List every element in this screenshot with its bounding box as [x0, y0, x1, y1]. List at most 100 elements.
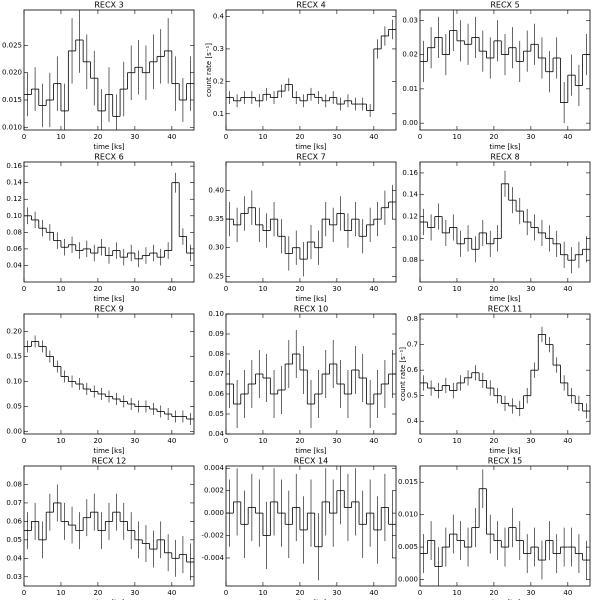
- plot-area: [24, 484, 194, 581]
- y-tick-label: 0.04: [6, 554, 22, 562]
- y-tick-label: 0.005: [398, 543, 418, 551]
- frame: [23, 9, 195, 131]
- x-tick-label: 40: [369, 589, 378, 597]
- y-tick-label: 0.015: [2, 96, 22, 104]
- x-tick-label: 30: [526, 589, 535, 597]
- y-tick-label: 0.010: [2, 123, 22, 131]
- y-tick-label: 0.14: [6, 179, 22, 187]
- y-tick-label: 0.025: [2, 41, 22, 49]
- y-tick-label: 0.05: [6, 536, 22, 544]
- x-tick-label: 10: [258, 285, 267, 293]
- y-axis-label: count rate [s⁻¹]: [399, 347, 407, 401]
- x-tick-label: 0: [418, 285, 422, 293]
- x-tick-label: 0: [224, 589, 228, 597]
- x-tick-label: 10: [452, 437, 461, 445]
- x-tick-label: 20: [93, 589, 102, 597]
- y-tick-label: 0.015: [398, 478, 418, 486]
- frame: [225, 313, 397, 435]
- x-tick-label: 40: [563, 133, 572, 141]
- plot-area: [24, 335, 194, 425]
- panel: RECX 12time [ks]0102030400.030.040.050.0…: [6, 457, 195, 600]
- x-tick-label: 10: [452, 589, 461, 597]
- y-tick-label: 0.1: [213, 110, 224, 118]
- y-tick-label: 0.10: [6, 212, 22, 220]
- y-tick-label: 0.06: [208, 390, 224, 398]
- x-tick-label: 30: [130, 437, 139, 445]
- x-axis-label: time [ks]: [93, 295, 124, 303]
- x-tick-label: 10: [452, 133, 461, 141]
- x-tick-label: 20: [489, 437, 498, 445]
- y-tick-label: 0.20: [6, 328, 22, 336]
- frame: [225, 465, 397, 587]
- x-tick-label: 40: [563, 589, 572, 597]
- y-tick-label: 0.08: [6, 480, 22, 488]
- x-axis-label: time [ks]: [489, 295, 520, 303]
- y-tick-label: 0.10: [208, 310, 224, 318]
- panel-title: RECX 8: [490, 153, 519, 162]
- x-tick-label: 20: [489, 133, 498, 141]
- x-tick-label: 0: [22, 285, 26, 293]
- y-tick-label: 0.08: [208, 350, 224, 358]
- y-tick-label: 0.6: [407, 366, 419, 374]
- y-tick-label: 0.06: [6, 245, 22, 253]
- x-axis-label: time [ks]: [295, 295, 326, 303]
- x-tick-label: 30: [526, 285, 535, 293]
- x-tick-label: 30: [332, 589, 341, 597]
- x-tick-label: 30: [526, 133, 535, 141]
- y-tick-label: 0.4: [213, 12, 225, 20]
- y-tick-label: 0.010: [398, 511, 418, 519]
- plot-area: [226, 466, 396, 581]
- x-tick-label: 0: [224, 285, 228, 293]
- x-tick-label: 40: [369, 285, 378, 293]
- panel: RECX 9 time [ks] 0 10 20 30 40 0.00 0.05 0.10 0.15…: [6, 305, 195, 455]
- x-tick-label: 10: [56, 133, 65, 141]
- panel: RECX 4 time [ks] count rate [s⁻¹] 0 10 20 30 40…: [205, 1, 397, 151]
- y-tick-label: -0.002: [201, 532, 224, 540]
- x-tick-label: 20: [93, 437, 102, 445]
- panel: RECX 14time [ks]010203040-0.004-0.0020.0…: [201, 457, 397, 600]
- y-tick-label: 0.08: [6, 228, 22, 236]
- y-tick-label: 0.16: [6, 162, 22, 170]
- x-axis-label: time [ks]: [295, 447, 326, 455]
- y-tick-label: 0.07: [208, 370, 224, 378]
- y-tick-label: 0.07: [6, 499, 22, 507]
- y-tick-label: 0.04: [6, 261, 22, 269]
- y-tick-label: 0.01: [402, 85, 418, 93]
- x-tick-label: 40: [167, 437, 176, 445]
- y-tick-label: 0.02: [402, 51, 418, 59]
- x-tick-label: 30: [332, 133, 341, 141]
- y-tick-label: 0.05: [208, 410, 224, 418]
- plot-area: [226, 330, 396, 428]
- y-tick-label: 0.5: [407, 392, 418, 400]
- y-tick-label: 0.05: [6, 403, 22, 411]
- x-tick-label: 0: [224, 437, 228, 445]
- panel: RECX 15time [ks]0102030400.0000.0050.010…: [398, 457, 591, 600]
- x-tick-label: 20: [295, 589, 304, 597]
- x-tick-label: 10: [258, 437, 267, 445]
- panel-title: RECX 12: [92, 457, 126, 466]
- y-tick-label: 0.00: [402, 119, 418, 127]
- plot-area: [420, 469, 590, 586]
- y-tick-label: 0.15: [6, 353, 22, 361]
- x-axis-label: time [ks]: [93, 447, 124, 455]
- y-tick-label: 0.10: [402, 234, 418, 242]
- y-tick-label: 0.004: [204, 464, 225, 472]
- x-tick-label: 0: [418, 437, 422, 445]
- y-tick-label: -0.004: [201, 554, 224, 562]
- x-tick-label: 30: [332, 437, 341, 445]
- frame: [419, 161, 591, 283]
- x-tick-label: 10: [56, 437, 65, 445]
- x-tick-label: 0: [418, 589, 422, 597]
- panel: RECX 6 time [ks] 0 10 20 30 40 0.04 0.06 0.08 0.10…: [6, 153, 195, 303]
- plot-area: [226, 184, 396, 277]
- x-tick-label: 0: [22, 589, 26, 597]
- y-tick-label: 0.08: [402, 256, 418, 264]
- y-tick-label: 0.06: [6, 517, 22, 525]
- frame: [23, 465, 195, 587]
- panel-title: RECX 6: [94, 153, 123, 162]
- x-tick-label: 40: [167, 133, 176, 141]
- x-tick-label: 30: [130, 133, 139, 141]
- panel: RECX 10 time [ks] 0 10 20 30 40 0.04 0.05 0.06 0.0…: [208, 305, 397, 455]
- panel: RECX 11 time [ks] count rate [s⁻¹] 0 10 20 30 4…: [399, 305, 591, 455]
- frame: [23, 313, 195, 435]
